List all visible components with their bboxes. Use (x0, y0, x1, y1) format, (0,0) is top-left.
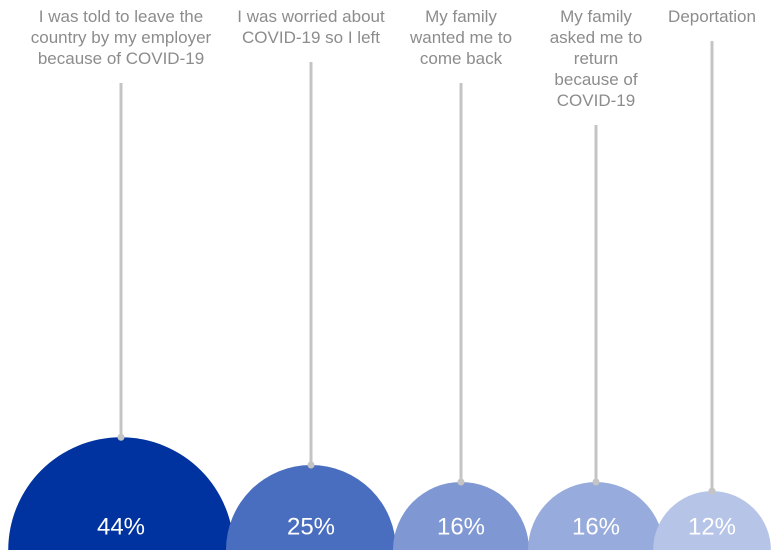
connector-dot (457, 478, 465, 486)
semicircle (8, 437, 234, 550)
category-label: Deportation (668, 7, 756, 26)
connector-dot (117, 433, 125, 441)
value-label: 16% (572, 513, 620, 540)
semicircle (653, 491, 771, 550)
connector-dot (307, 461, 315, 469)
value-label: 12% (688, 513, 736, 540)
connector-dot (708, 487, 716, 495)
category-label: I was worried about COVID-19 so I left (237, 7, 385, 47)
connector-dot (592, 478, 600, 486)
value-label: 25% (287, 513, 335, 540)
category-label: My family asked me to return because of … (549, 7, 643, 110)
category-label: My family wanted me to come back (409, 7, 513, 68)
category-label: I was told to leave the country by my em… (30, 7, 212, 68)
semicircle (226, 465, 396, 550)
semicircle (528, 482, 664, 550)
value-label: 16% (437, 513, 485, 540)
semicircle (393, 482, 529, 550)
value-label: 44% (97, 513, 145, 540)
